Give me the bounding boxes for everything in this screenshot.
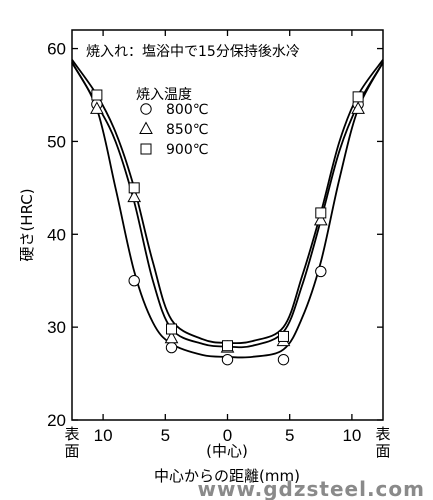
legend-marker-circle	[140, 103, 152, 115]
point-triangle	[164, 330, 179, 344]
legend-label: 800℃	[166, 102, 208, 118]
watermark: www.gdzsteel.com	[197, 477, 425, 500]
x-tick-label: 10	[94, 426, 113, 445]
y-tick-label: 40	[47, 225, 66, 244]
point-triangle	[351, 101, 365, 114]
y-tick-label: 60	[47, 40, 66, 59]
y-axis-ticks: 20 30 40 50 60	[47, 40, 383, 430]
y-tick-label: 50	[47, 132, 66, 151]
point-circle	[165, 341, 178, 354]
legend: 800℃ 850℃ 900℃	[139, 102, 208, 158]
y-axis-label: 硬さ(HRC)	[18, 188, 36, 261]
curve-circle	[71, 62, 384, 359]
x-edge-label-left: 表面	[64, 425, 79, 460]
point-circle	[315, 265, 327, 278]
legend-marker-square	[140, 143, 152, 155]
legend-label: 900℃	[166, 142, 208, 158]
point-circle	[221, 353, 234, 366]
point-square	[315, 207, 327, 219]
edge-label-char: 面	[64, 442, 79, 460]
point-triangle	[127, 189, 142, 203]
y-tick-label: 30	[47, 318, 66, 337]
point-triangle	[90, 101, 104, 114]
y-tick-label: 20	[47, 411, 66, 430]
x-axis-label: 中心からの距離(mm)	[154, 467, 300, 485]
legend-title: 焼入温度	[136, 87, 192, 103]
edge-label-char: 表	[64, 425, 79, 443]
point-square	[128, 182, 140, 194]
legend-label: 850℃	[166, 122, 208, 138]
x-tick-label: 5	[161, 426, 170, 445]
point-square	[352, 91, 364, 103]
x-edge-label-right: 表面	[375, 425, 390, 460]
edge-label-char: 表	[375, 425, 390, 443]
point-square	[277, 330, 289, 342]
x-tick-label: 5	[285, 426, 294, 445]
data-points	[90, 89, 365, 366]
fit-curves	[71, 59, 384, 359]
legend-marker-triangle	[139, 121, 153, 134]
edge-label-char: 面	[375, 442, 390, 460]
point-square	[222, 340, 233, 352]
point-square	[166, 323, 178, 335]
x-center-label: (中心)	[206, 442, 248, 460]
point-triangle	[313, 212, 328, 226]
point-circle	[128, 275, 140, 287]
x-tick-label: 10	[342, 426, 361, 445]
x-axis-ticks: 10 5 0 5 10	[94, 30, 361, 445]
chart-title: 焼入れ：塩浴中で15分保持後水冷	[86, 44, 300, 60]
x-tick-label: 0	[223, 426, 232, 445]
point-square	[91, 89, 103, 101]
point-circle	[277, 353, 290, 366]
